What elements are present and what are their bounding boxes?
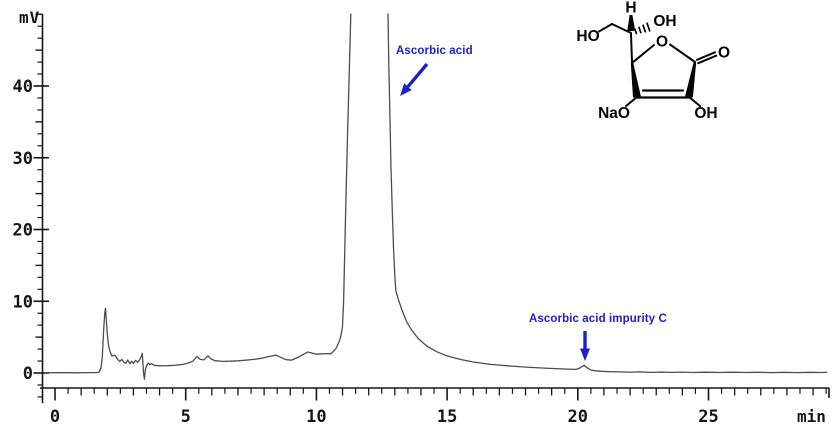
- atom-label-o-carbonyl: O: [718, 45, 730, 62]
- tick-label: 40: [13, 77, 33, 97]
- annotation-impurity-c: Ascorbic acid impurity C: [529, 313, 667, 325]
- wedge-bond-ring-left: [630, 62, 641, 98]
- atom-label-h: H: [625, 0, 636, 17]
- wedge-bond-h: [627, 15, 636, 32]
- x-axis-unit-label: min: [797, 407, 826, 426]
- arrow-ascorbic-acid: [400, 62, 429, 96]
- atom-label-o-ring: O: [656, 34, 668, 51]
- atom-label-oh-top: OH: [653, 13, 676, 30]
- atom-label-ho: HO: [576, 28, 599, 45]
- signal-trace: [43, 13, 828, 380]
- tick-label: 0: [50, 407, 60, 426]
- x-axis: 0 5 10 15 20 25: [40, 387, 830, 426]
- y-axis-unit-label: mV: [19, 8, 41, 27]
- annotation-ascorbic-acid: Ascorbic acid: [396, 45, 473, 57]
- arrow-impurity-c: [580, 331, 590, 361]
- tick-label: 10: [13, 292, 33, 312]
- y-axis: 0 10 20 30 40: [13, 13, 49, 403]
- hashed-bond-oh: [634, 22, 651, 35]
- wedge-bond-ring-right: [685, 61, 697, 98]
- tick-label: 30: [13, 149, 33, 169]
- atom-label-nao: NaO: [598, 105, 630, 122]
- tick-label: 10: [306, 407, 326, 426]
- sodium-ascorbate-structure: HO H OH O O NaO OH: [576, 0, 730, 122]
- tick-label: 20: [568, 407, 588, 426]
- tick-label: 25: [698, 407, 718, 426]
- tick-label: 15: [437, 407, 457, 426]
- atom-label-oh-bottom: OH: [694, 105, 717, 122]
- tick-label: 20: [13, 221, 33, 241]
- tick-label: 0: [23, 364, 33, 384]
- tick-label: 5: [181, 407, 191, 426]
